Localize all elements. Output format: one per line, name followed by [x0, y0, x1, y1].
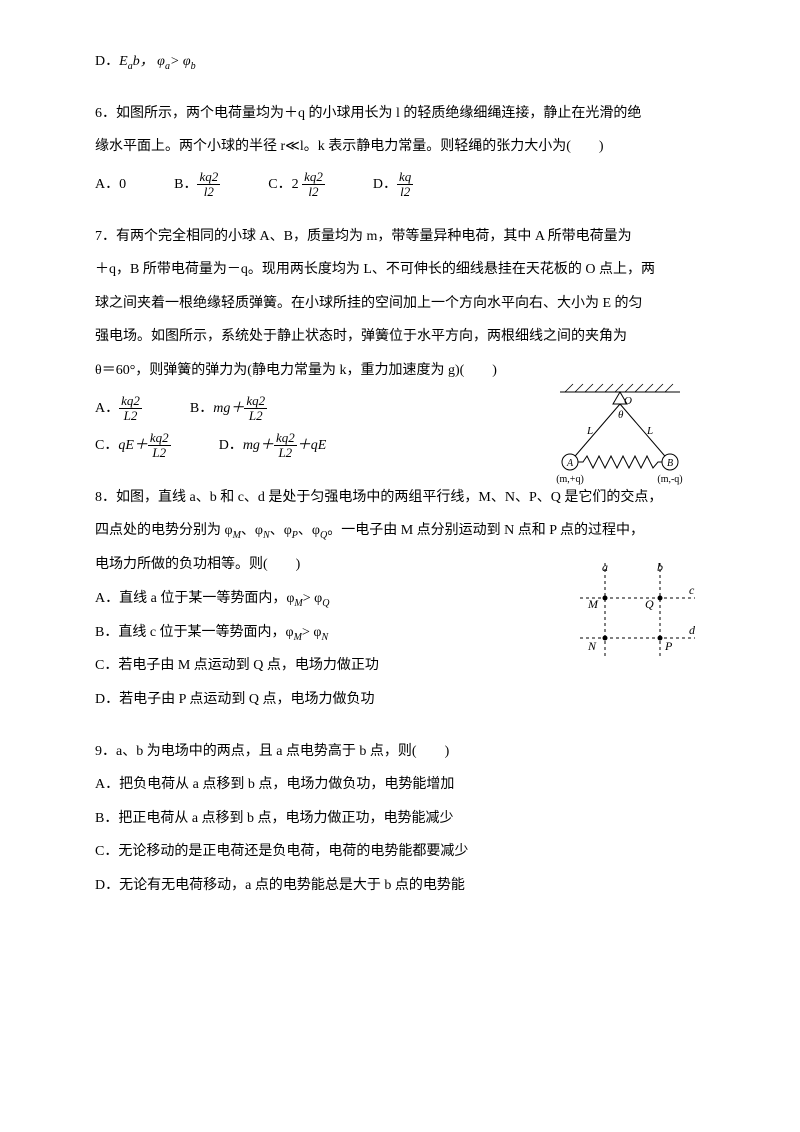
q7-opt-a: A．kq2L2 — [95, 392, 142, 426]
q6-stem-1: 6．如图所示，两个电荷量均为＋q 的小球用长为 l 的轻质绝缘细绳连接，静止在光… — [95, 97, 705, 131]
q7-stem-1: 7．有两个完全相同的小球 A、B，质量均为 m，带等量异种电荷，其中 A 所带电… — [95, 220, 705, 254]
q9-opt-d: D．无论有无电荷移动，a 点的电势能总是大于 b 点的电势能 — [95, 869, 705, 903]
q9-opt-b: B．把正电荷从 a 点移到 b 点，电场力做正功，电势能减少 — [95, 802, 705, 836]
q7-options-row2: C．qE＋kq2L2 D．mg＋kq2L2＋qE — [95, 429, 525, 463]
q7-opt-b: B．mg＋kq2L2 — [190, 392, 267, 426]
question-8: 8．如图，直线 a、b 和 c、d 是处于匀强电场中的两组平行线，M、N、P、Q… — [95, 481, 705, 717]
svg-text:O: O — [624, 395, 632, 407]
q7-figure: O θ L L A B (m,+q) (m,-q) — [535, 382, 705, 492]
svg-text:N: N — [587, 639, 597, 653]
svg-text:L: L — [586, 425, 593, 437]
label: D． — [95, 54, 119, 69]
svg-text:(m,-q): (m,-q) — [657, 474, 682, 485]
svg-text:a: a — [602, 560, 608, 574]
q6-opt-b: B．kq2l2 — [174, 168, 220, 202]
q9-opt-c: C．无论移动的是正电荷还是负电荷，电荷的电势能都要减少 — [95, 835, 705, 869]
question-9: 9．a、b 为电场中的两点，且 a 点电势高于 b 点，则( ) A．把负电荷从… — [95, 735, 705, 903]
svg-text:M: M — [587, 597, 599, 611]
q7-stem-3: 球之间夹着一根绝缘轻质弹簧。在小球所挂的空间加上一个方向水平向右、大小为 E 的… — [95, 287, 705, 321]
q7-options-row1: A．kq2L2 B．mg＋kq2L2 — [95, 392, 525, 426]
svg-text:θ: θ — [618, 409, 624, 421]
svg-text:Q: Q — [645, 597, 654, 611]
svg-text:b: b — [657, 560, 663, 574]
q8-stem-2: 四点处的电势分别为 φM、φN、φP、φQ。一电子由 M 点分别运动到 N 点和… — [95, 514, 705, 548]
svg-text:A: A — [566, 458, 574, 469]
svg-text:B: B — [667, 458, 673, 469]
question-6: 6．如图所示，两个电荷量均为＋q 的小球用长为 l 的轻质绝缘细绳连接，静止在光… — [95, 97, 705, 202]
q7-opt-c: C．qE＋kq2L2 — [95, 429, 171, 463]
svg-text:d: d — [689, 623, 696, 637]
svg-text:(m,+q): (m,+q) — [556, 474, 584, 485]
q7-opt-d: D．mg＋kq2L2＋qE — [219, 429, 327, 463]
svg-text:L: L — [646, 425, 653, 437]
q7-stem-4: 强电场。如图所示，系统处于静止状态时，弹簧位于水平方向，两根细线之间的夹角为 — [95, 320, 705, 354]
q7-stem-2: ＋q，B 所带电荷量为－q。现用两长度均为 L、不可伸长的细线悬挂在天花板的 O… — [95, 253, 705, 287]
q6-opt-d: D．kql2 — [373, 168, 413, 202]
q9-opt-a: A．把负电荷从 a 点移到 b 点，电场力做负功，电势能增加 — [95, 768, 705, 802]
q6-opt-a: A．0 — [95, 168, 126, 202]
q9-stem: 9．a、b 为电场中的两点，且 a 点电势高于 b 点，则( ) — [95, 735, 705, 769]
text: Eab， φa> φb — [119, 54, 196, 69]
q6-opt-c: C．2 kq2l2 — [268, 168, 325, 202]
q8-opt-d: D．若电子由 P 点运动到 Q 点，电场力做负功 — [95, 683, 705, 717]
q8-figure: a b c d M Q N P — [565, 558, 705, 678]
svg-text:c: c — [689, 583, 695, 597]
q5-option-d: D．Eab， φa> φb — [95, 45, 705, 79]
q6-options: A．0 B．kq2l2 C．2 kq2l2 D．kql2 — [95, 168, 705, 202]
question-7: 7．有两个完全相同的小球 A、B，质量均为 m，带等量异种电荷，其中 A 所带电… — [95, 220, 705, 463]
svg-text:P: P — [664, 639, 673, 653]
q6-stem-2: 缘水平面上。两个小球的半径 r≪l。k 表示静电力常量。则轻绳的张力大小为( ) — [95, 130, 705, 164]
